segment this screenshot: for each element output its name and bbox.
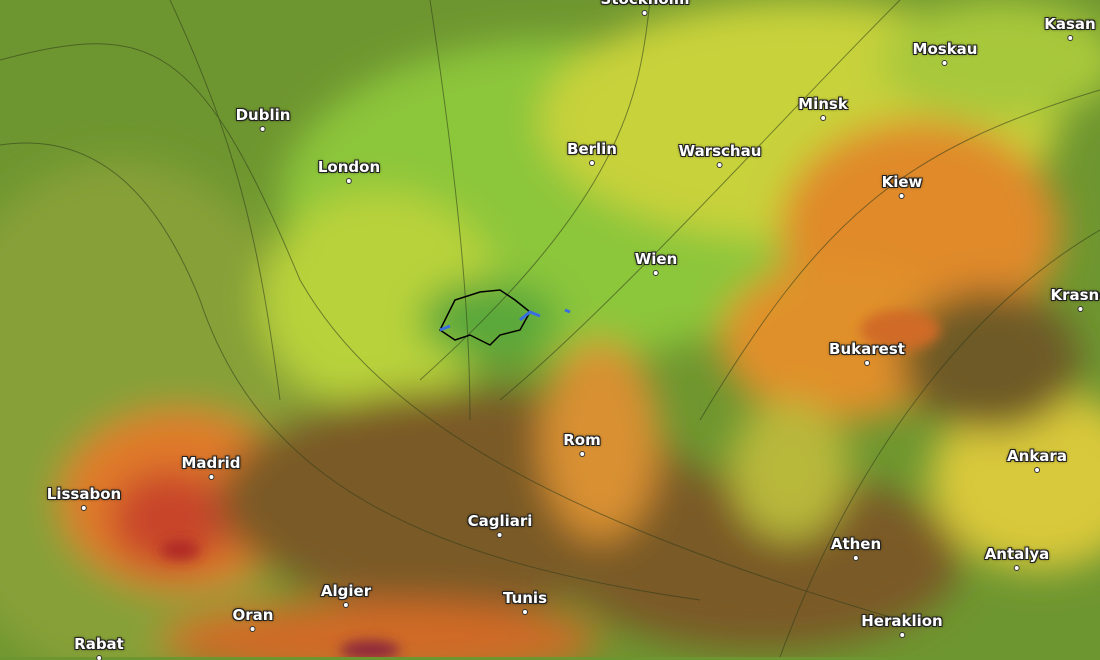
city-marker[interactable]: Kasan	[1044, 15, 1096, 40]
city-dot	[580, 452, 584, 456]
city-label: Algier	[320, 582, 372, 600]
city-marker[interactable]: Cagliari	[467, 512, 533, 537]
city-marker[interactable]: Kiew	[881, 173, 923, 198]
city-dot	[346, 179, 351, 183]
city-label: Ankara	[1007, 447, 1067, 465]
city-marker[interactable]: Antalya	[984, 545, 1050, 570]
city-dot	[1078, 307, 1082, 311]
city-dot	[899, 194, 904, 198]
hot-spots	[160, 310, 940, 657]
city-label: Cagliari	[467, 512, 533, 530]
city-dot	[1067, 36, 1072, 40]
city-label: Kiew	[881, 173, 923, 191]
city-marker[interactable]: Athen	[831, 535, 881, 560]
city-marker[interactable]: Rom	[563, 431, 601, 456]
city-dot	[864, 361, 869, 365]
city-label: Kasan	[1044, 15, 1096, 33]
city-marker[interactable]: Moskau	[912, 40, 978, 65]
city-dot	[900, 633, 904, 637]
city-label: Wien	[634, 250, 678, 268]
city-label: Warschau	[678, 142, 762, 160]
city-marker[interactable]: Ankara	[1007, 447, 1067, 472]
city-dot	[343, 603, 348, 607]
city-dot	[653, 271, 658, 275]
city-label: Oran	[232, 606, 274, 624]
city-dot	[821, 116, 825, 120]
city-marker[interactable]: Rabat	[74, 635, 124, 660]
city-label: Bukarest	[829, 340, 905, 358]
city-marker[interactable]: Wien	[634, 250, 678, 275]
city-dot	[250, 627, 255, 631]
city-marker[interactable]: Berlin	[567, 140, 617, 165]
city-dot	[209, 475, 213, 479]
city-dot	[943, 61, 947, 65]
city-label: Berlin	[567, 140, 617, 158]
city-label: Minsk	[798, 95, 848, 113]
city-label: London	[317, 158, 381, 176]
city-label: Tunis	[502, 589, 548, 607]
city-dot	[82, 506, 86, 510]
city-label: Rabat	[74, 635, 124, 653]
city-dot	[854, 556, 858, 560]
switzerland-border	[439, 289, 531, 346]
city-label: Rom	[563, 431, 601, 449]
city-dot	[1015, 566, 1019, 570]
city-marker[interactable]: Minsk	[798, 95, 848, 120]
city-label: Krasno	[1050, 286, 1100, 304]
city-marker[interactable]: Dublin	[235, 106, 291, 131]
city-label: Lissabon	[46, 485, 122, 503]
city-dot	[261, 127, 265, 131]
city-marker[interactable]: Bukarest	[829, 340, 905, 365]
city-marker[interactable]: Oran	[232, 606, 274, 631]
city-dot	[1035, 468, 1039, 472]
city-dot	[643, 11, 647, 15]
city-marker[interactable]: Madrid	[181, 454, 241, 479]
lakes	[439, 308, 571, 332]
city-label: Moskau	[912, 40, 978, 58]
city-label: Athen	[830, 535, 882, 553]
city-marker[interactable]: London	[318, 158, 380, 183]
city-dot	[590, 161, 594, 165]
city-marker[interactable]: Tunis	[503, 589, 547, 614]
city-marker[interactable]: Algier	[321, 582, 371, 607]
city-label: Dublin	[235, 106, 291, 124]
city-label: Madrid	[181, 454, 241, 472]
city-dot	[498, 533, 502, 537]
city-label: Antalya	[984, 545, 1050, 563]
city-dot	[718, 163, 722, 167]
city-marker[interactable]: Stockholm	[601, 0, 690, 15]
city-marker[interactable]: Krasno	[1050, 286, 1100, 311]
city-marker[interactable]: Heraklion	[861, 612, 943, 637]
city-label: Stockholm	[601, 0, 690, 8]
city-label: Heraklion	[861, 612, 943, 630]
city-marker[interactable]: Warschau	[678, 142, 762, 167]
city-marker[interactable]: Lissabon	[47, 485, 121, 510]
city-dot	[522, 610, 527, 614]
